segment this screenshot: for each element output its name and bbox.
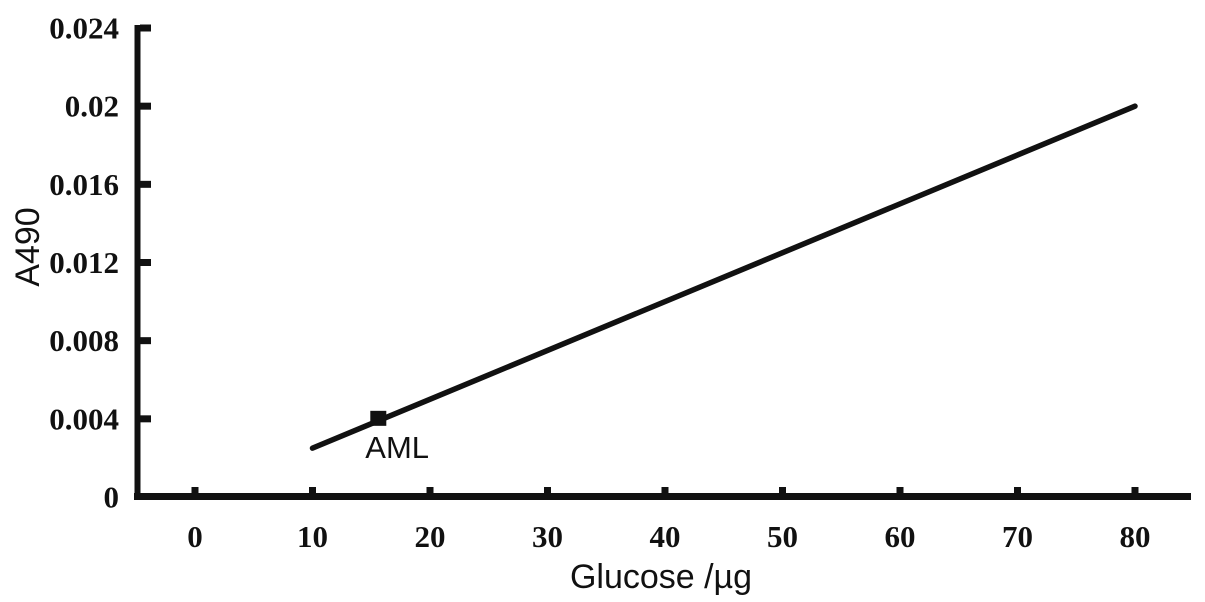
x-tick-label: 30 (532, 519, 563, 554)
annotations-group: AML (365, 410, 429, 465)
x-axis-ticks: 0 10 20 30 40 50 60 70 80 (187, 487, 1151, 554)
x-tick-label: 80 (1120, 519, 1151, 554)
y-axis-title: A490 (9, 207, 47, 286)
y-tick-label: 0.004 (49, 401, 119, 436)
y-tick-label: 0.012 (49, 245, 119, 280)
y-axis-ticks: 0 0.004 0.008 0.012 0.016 0.02 0.024 (49, 10, 151, 515)
y-tick-label: 0.02 (65, 89, 119, 124)
x-tick-label: 10 (297, 519, 328, 554)
y-tick-label: 0.008 (49, 323, 119, 358)
x-tick-label: 60 (885, 519, 916, 554)
x-tick-label: 0 (187, 519, 203, 554)
x-axis-title: Glucose /µg (570, 558, 752, 596)
series-group (309, 103, 1138, 451)
y-tick-label: 0.024 (49, 10, 119, 45)
series-line-standard-curve (309, 103, 1138, 451)
x-tick-label: 20 (415, 519, 446, 554)
x-tick-label: 70 (1002, 519, 1033, 554)
axes (134, 25, 1191, 500)
y-tick-label: 0.016 (49, 167, 119, 202)
y-tick-label: 0 (104, 480, 120, 515)
x-tick-label: 50 (767, 519, 798, 554)
x-tick-label: 40 (650, 519, 681, 554)
data-point-marker (370, 410, 387, 426)
annotation-label: AML (365, 430, 429, 465)
